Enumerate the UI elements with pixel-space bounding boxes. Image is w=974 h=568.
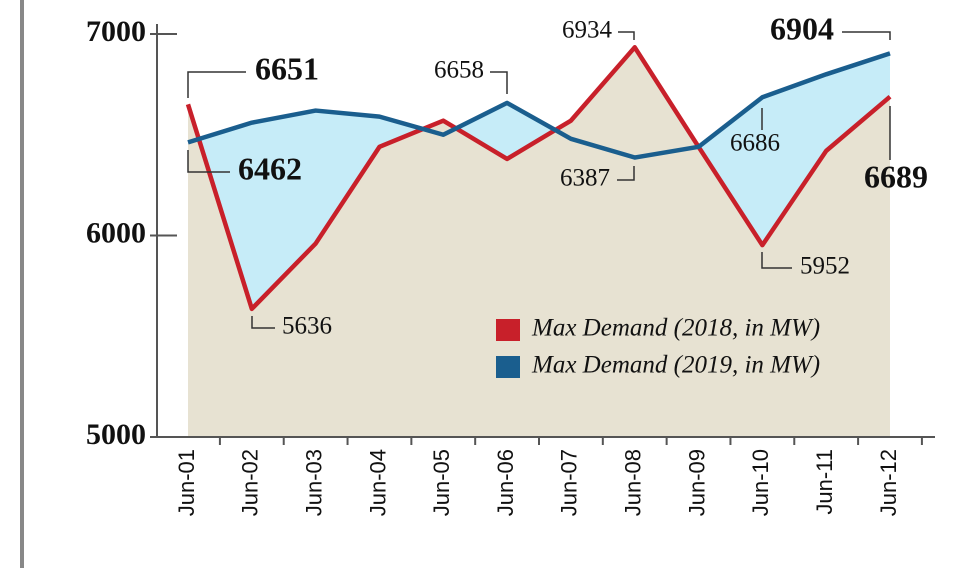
- data-label: 6689: [864, 158, 928, 194]
- x-tick-label: Jun-10: [748, 449, 773, 516]
- x-tick-label: Jun-08: [621, 449, 646, 516]
- data-label: 6934: [562, 17, 613, 44]
- x-tick-label: Jun-07: [557, 449, 582, 516]
- y-tick-label: 6000: [86, 216, 146, 249]
- data-label: 6658: [434, 57, 484, 84]
- leader-line: [617, 166, 635, 181]
- x-tick-label: Jun-02: [238, 449, 263, 516]
- data-label: 6686: [730, 130, 780, 157]
- leader-line: [842, 31, 891, 40]
- x-tick-label: Jun-11: [812, 449, 837, 515]
- x-tick-label: Jun-04: [365, 449, 390, 516]
- data-label: 6387: [560, 165, 610, 192]
- series-line: [185, 45, 892, 312]
- y-tick-label: 7000: [86, 15, 146, 48]
- x-tick-label: Jun-06: [493, 449, 518, 516]
- x-tick-label: Jun-01: [174, 449, 199, 516]
- legend-label: Max Demand (2018, in MW): [531, 315, 820, 342]
- data-label: 5952: [800, 253, 850, 280]
- left-border: [20, 0, 24, 568]
- x-tick-label: Jun-12: [876, 449, 901, 516]
- leader-line: [251, 316, 275, 329]
- leader-line: [187, 150, 230, 173]
- legend-swatch: [496, 356, 520, 378]
- area: [188, 47, 890, 437]
- leader-line: [761, 252, 792, 269]
- data-label: 6651: [255, 50, 319, 86]
- leader-line: [187, 71, 246, 98]
- data-label: 5636: [282, 313, 332, 340]
- legend-label: Max Demand (2019, in MW): [531, 352, 820, 379]
- legend-swatch: [496, 319, 520, 341]
- series-line: [187, 51, 891, 160]
- x-tick-label: Jun-05: [429, 449, 454, 516]
- data-label: 6904: [770, 10, 834, 46]
- x-tick-label: Jun-03: [301, 449, 326, 516]
- data-label: 6462: [238, 150, 302, 186]
- leader-line: [618, 31, 635, 40]
- x-tick-label: Jun-09: [684, 449, 709, 516]
- leader-line: [490, 71, 508, 94]
- y-tick-label: 5000: [86, 418, 146, 451]
